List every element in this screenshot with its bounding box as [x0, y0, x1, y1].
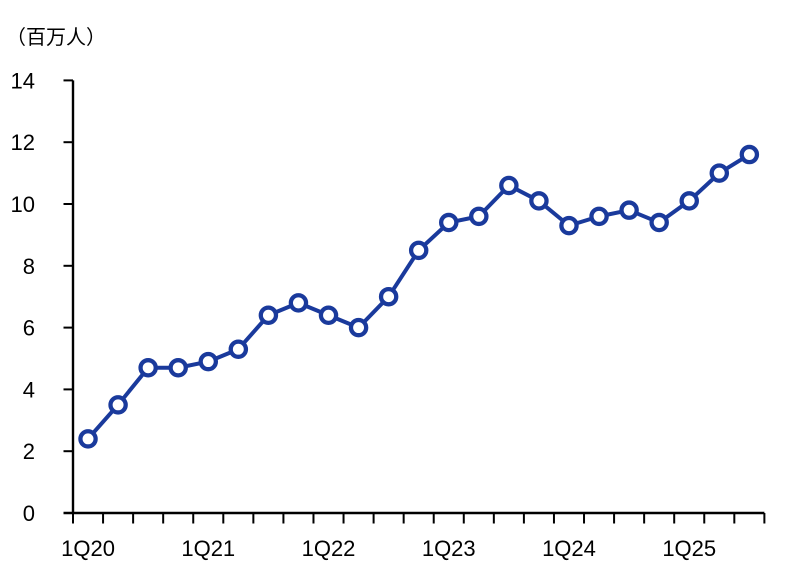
series-line [86, 152, 752, 441]
data-point-marker [529, 191, 549, 211]
data-point-marker [288, 293, 309, 313]
data-point-marker [739, 144, 760, 165]
data-point-marker [469, 206, 489, 227]
data-point-marker [589, 206, 609, 227]
y-axis-tick-label: 0 [23, 501, 35, 526]
y-axis-tick-label: 8 [23, 254, 35, 279]
y-axis-tick-label: 12 [11, 130, 35, 155]
data-point-marker [378, 286, 399, 307]
y-axis-tick-label: 2 [23, 439, 35, 464]
data-point-marker [438, 212, 459, 233]
y-axis-tick-label: 6 [23, 316, 35, 341]
data-point-marker [348, 317, 369, 338]
data-point-marker [709, 163, 730, 183]
x-axis-tick-label: 1Q24 [542, 536, 596, 561]
x-axis-tick-label: 1Q20 [61, 536, 115, 561]
x-axis-tick-label: 1Q25 [662, 536, 716, 561]
data-point-marker [318, 305, 339, 325]
data-point-marker [408, 240, 429, 261]
y-axis-tick-label: 10 [11, 192, 35, 217]
data-point-marker [198, 351, 219, 372]
x-axis-tick-label: 1Q23 [422, 536, 476, 561]
plot-area: 0 2 4 6 8 10 12 14 1Q20 1Q21 1Q22 1Q23 1Q24 1Q25 [11, 68, 766, 561]
data-point-marker [168, 358, 188, 378]
y-axis-tick-label: 4 [23, 377, 35, 402]
data-point-marker [499, 175, 519, 196]
data-point-marker [228, 339, 249, 359]
x-axis-tick-label: 1Q22 [302, 536, 356, 561]
data-point-marker [108, 395, 128, 415]
data-point-marker [559, 215, 579, 236]
y-axis-tick-label: 14 [11, 68, 35, 93]
data-point-marker [679, 191, 699, 211]
data-point-marker [649, 212, 669, 233]
data-point-marker [138, 358, 158, 378]
data-point-marker [78, 429, 98, 449]
data-point-marker [619, 200, 639, 220]
data-point-marker [258, 305, 279, 325]
y-axis-unit-label: （百万人） [6, 26, 106, 49]
x-axis-tick-label: 1Q21 [181, 536, 235, 561]
